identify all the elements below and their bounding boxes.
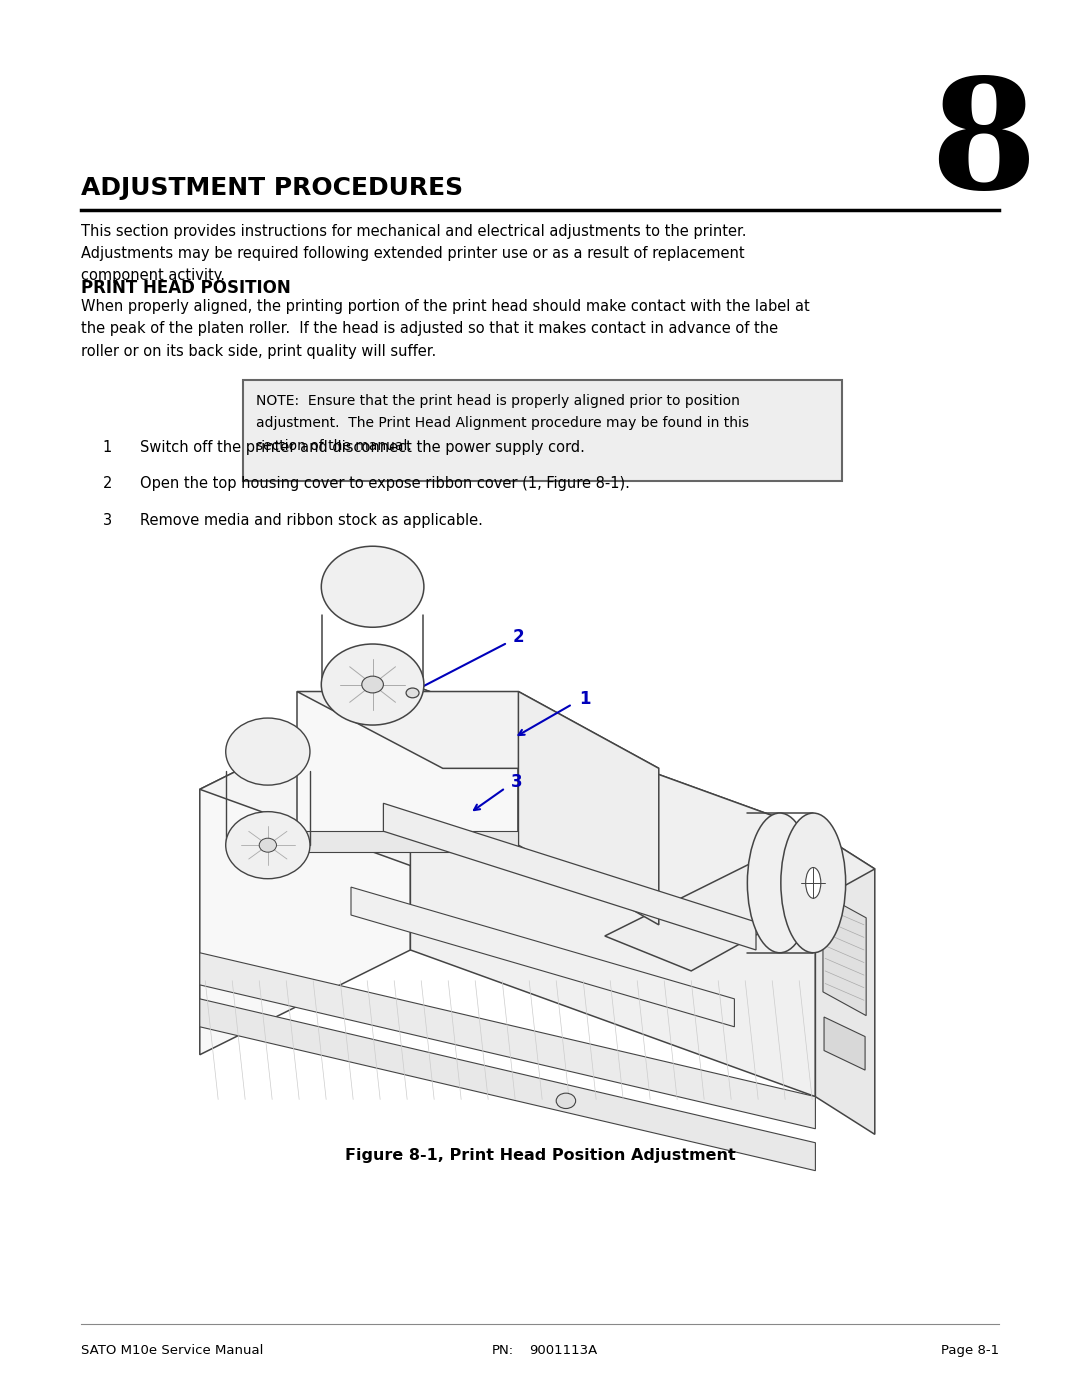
Text: 1: 1 [579,690,591,707]
Text: 3: 3 [103,513,111,528]
Polygon shape [200,685,815,936]
Polygon shape [200,685,410,1055]
Text: When properly aligned, the printing portion of the print head should make contac: When properly aligned, the printing port… [81,299,810,314]
Text: Adjustments may be required following extended printer use or as a result of rep: Adjustments may be required following ex… [81,246,744,261]
Text: 3: 3 [511,774,523,791]
Polygon shape [410,685,815,1097]
Polygon shape [351,887,734,1027]
Text: 1: 1 [103,440,112,455]
Ellipse shape [362,676,383,693]
Ellipse shape [806,868,821,898]
Polygon shape [200,999,815,1171]
Text: Open the top housing cover to expose ribbon cover (1, Figure 8-1).: Open the top housing cover to expose rib… [140,476,631,492]
Text: adjustment.  The Print Head Alignment procedure may be found in this: adjustment. The Print Head Alignment pro… [256,416,748,430]
Text: Remove media and ribbon stock as applicable.: Remove media and ribbon stock as applica… [140,513,483,528]
Ellipse shape [556,1092,576,1109]
Text: roller or on its back side, print quality will suffer.: roller or on its back side, print qualit… [81,344,436,359]
Polygon shape [200,953,815,1129]
Polygon shape [383,803,756,950]
Ellipse shape [406,689,419,698]
Text: PRINT HEAD POSITION: PRINT HEAD POSITION [81,279,291,298]
Text: This section provides instructions for mechanical and electrical adjustments to : This section provides instructions for m… [81,224,746,239]
Ellipse shape [781,813,846,953]
Text: Switch off the printer and disconnect the power supply cord.: Switch off the printer and disconnect th… [140,440,585,455]
Text: 2: 2 [103,476,112,492]
Polygon shape [297,831,518,852]
Ellipse shape [226,812,310,879]
Ellipse shape [747,813,812,953]
Polygon shape [297,692,518,845]
Text: section of the manual.: section of the manual. [256,439,411,453]
Text: Figure 8-1, Print Head Position Adjustment: Figure 8-1, Print Head Position Adjustme… [345,1148,735,1164]
Text: component activity.: component activity. [81,268,225,284]
Polygon shape [605,831,875,971]
Ellipse shape [259,838,276,852]
Text: 2: 2 [513,629,525,645]
Polygon shape [815,831,875,1134]
Ellipse shape [322,644,423,725]
Text: the peak of the platen roller.  If the head is adjusted so that it makes contact: the peak of the platen roller. If the he… [81,321,778,337]
Polygon shape [518,692,659,925]
Ellipse shape [322,546,423,627]
Ellipse shape [226,718,310,785]
Text: PN:: PN: [491,1344,513,1356]
Text: 9001113A: 9001113A [529,1344,597,1356]
Polygon shape [824,1017,865,1070]
Polygon shape [823,894,866,1016]
Text: SATO M10e Service Manual: SATO M10e Service Manual [81,1344,264,1356]
Text: NOTE:  Ensure that the print head is properly aligned prior to position: NOTE: Ensure that the print head is prop… [256,394,740,408]
Text: Page 8-1: Page 8-1 [941,1344,999,1356]
Polygon shape [297,692,659,768]
Text: ADJUSTMENT PROCEDURES: ADJUSTMENT PROCEDURES [81,176,463,200]
Text: 8: 8 [930,73,1036,221]
FancyBboxPatch shape [243,380,842,481]
